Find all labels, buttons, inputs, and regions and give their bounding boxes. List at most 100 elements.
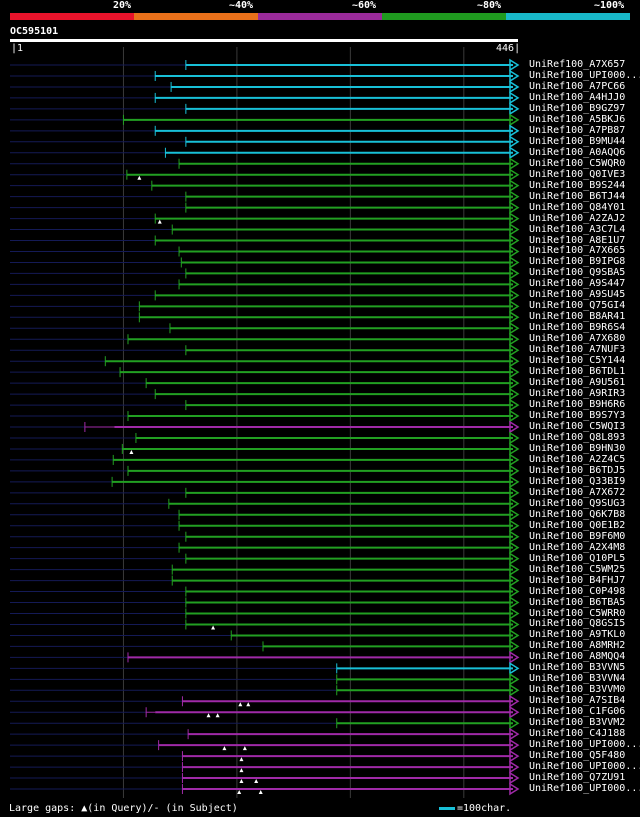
hit-label[interactable]: UniRef100_A7PB87 [529, 124, 626, 136]
hit-arrow-icon [509, 256, 520, 269]
hit-label[interactable]: UniRef100_A9U561 [529, 377, 626, 389]
hit-label[interactable]: UniRef100_C5WRR0 [529, 607, 626, 619]
hit-arrow-icon [509, 343, 520, 357]
hit-label[interactable]: UniRef100_A3C7L4 [529, 223, 626, 235]
hit-arrow-icon [509, 289, 520, 302]
hit-label[interactable]: UniRef100_B4FHJ7 [529, 574, 626, 586]
hit-label[interactable]: UniRef100_A2X4M8 [529, 541, 626, 553]
hit-label[interactable]: UniRef100_B3VVM0 [529, 684, 626, 696]
hit-label[interactable]: UniRef100_Q0IVE3 [529, 168, 626, 180]
hit-label[interactable]: UniRef100_A7X672 [529, 486, 626, 498]
hit-arrow-icon [509, 661, 520, 675]
hit-label[interactable]: UniRef100_B9GZ97 [529, 102, 626, 114]
hit-label[interactable]: UniRef100_Q75GI4 [529, 300, 626, 312]
hit-arrow-icon [509, 530, 520, 544]
hit-label[interactable]: UniRef100_Q6K7B8 [529, 508, 626, 520]
hit-arrow-icon [509, 607, 520, 620]
hit-arrow-icon [509, 738, 520, 752]
hit-label[interactable]: UniRef100_Q5F480 [529, 750, 626, 762]
hit-label[interactable]: UniRef100_B6TDJ5 [529, 464, 626, 476]
hit-label[interactable]: UniRef100_B6TBA5 [529, 596, 626, 608]
hit-label[interactable]: UniRef100_B8AR41 [529, 311, 626, 323]
hit-label[interactable]: UniRef100_A0AQQ6 [529, 146, 626, 158]
query-gap-marker-icon [211, 625, 216, 630]
gaps-subject-text: - (in Subject) [153, 803, 238, 814]
hit-label[interactable]: UniRef100_Q7ZU91 [529, 772, 626, 784]
hit-label[interactable]: UniRef100_Q9SBA5 [529, 267, 626, 279]
hit-label[interactable]: UniRef100_Q8GSI5 [529, 618, 626, 630]
hit-arrow-icon [509, 453, 520, 467]
hit-arrow-icon [509, 508, 520, 522]
hit-label[interactable]: UniRef100_B3VVN5 [529, 662, 626, 674]
hit-label[interactable]: UniRef100_B3VVN4 [529, 673, 626, 685]
hit-label[interactable]: UniRef100_B6TDL1 [529, 366, 626, 378]
hit-label[interactable]: UniRef100_A4HJJ0 [529, 91, 626, 103]
hit-label[interactable]: UniRef100_A7X657 [529, 59, 626, 70]
hit-arrow-icon [509, 552, 520, 566]
query-gap-marker-icon [239, 757, 244, 762]
hit-label[interactable]: UniRef100_UPI000... [529, 739, 640, 751]
hit-arrow-icon [509, 683, 520, 697]
hit-arrow-icon [509, 464, 520, 478]
hit-label[interactable]: UniRef100_A9TKL0 [529, 629, 626, 641]
hit-label[interactable]: UniRef100_C5Y144 [529, 355, 626, 367]
hit-label[interactable]: UniRef100_A7X680 [529, 333, 626, 345]
hit-label[interactable]: UniRef100_B3VVM2 [529, 717, 626, 729]
hit-label[interactable]: UniRef100_A8MRH2 [529, 640, 626, 652]
hit-arrow-icon [509, 113, 520, 127]
hit-arrow-icon [509, 146, 520, 160]
hit-label[interactable]: UniRef100_A7PC66 [529, 80, 626, 92]
query-gap-marker-icon [239, 779, 244, 784]
hit-label[interactable]: UniRef100_A9SU45 [529, 289, 626, 301]
hit-label[interactable]: UniRef100_B9R6S4 [529, 322, 626, 334]
hit-arrow-icon [509, 278, 520, 291]
query-gap-marker-icon [215, 713, 220, 718]
hit-label[interactable]: UniRef100_A9S447 [529, 278, 626, 290]
hit-label[interactable]: UniRef100_Q9SUG3 [529, 497, 626, 509]
hit-label[interactable]: UniRef100_Q0E1B2 [529, 519, 626, 531]
hit-label[interactable]: UniRef100_B9H6R6 [529, 399, 626, 411]
scale-end-label: 446| [496, 43, 521, 54]
hit-label[interactable]: UniRef100_B9F6M0 [529, 530, 626, 542]
hit-arrow-icon [509, 705, 520, 719]
hit-arrow-icon [509, 168, 520, 182]
hit-arrow-icon [509, 201, 520, 214]
hit-label[interactable]: UniRef100_A2Z4C5 [529, 453, 626, 465]
hit-label[interactable]: UniRef100_B9HN30 [529, 442, 626, 454]
hit-label[interactable]: UniRef100_B9IPG8 [529, 256, 626, 268]
hit-label[interactable]: UniRef100_B6TJ44 [529, 190, 626, 202]
query-gap-marker-icon [206, 713, 211, 718]
hit-label[interactable]: UniRef100_A2ZAJ2 [529, 212, 626, 224]
hit-label[interactable]: UniRef100_UPI000... [529, 783, 640, 795]
hit-arrow-icon [509, 179, 520, 193]
hit-arrow-icon [509, 771, 520, 785]
hit-label[interactable]: UniRef100_B9MU44 [529, 135, 626, 147]
hit-label[interactable]: UniRef100_A8E1U7 [529, 234, 626, 246]
hit-label[interactable]: UniRef100_A9RIR3 [529, 388, 626, 400]
hit-label[interactable]: UniRef100_C1FG06 [529, 706, 626, 718]
hit-label[interactable]: UniRef100_UPI000... [529, 69, 640, 81]
hit-label[interactable]: UniRef100_C5WQR0 [529, 157, 626, 169]
hit-label[interactable]: UniRef100_Q33BI9 [529, 475, 626, 487]
hit-label[interactable]: UniRef100_UPI000... [529, 761, 640, 773]
hit-label[interactable]: UniRef100_Q10PL5 [529, 552, 626, 564]
hit-arrow-icon [509, 519, 520, 533]
query-bar [10, 39, 518, 42]
hit-label[interactable]: UniRef100_Q84Y01 [529, 201, 626, 213]
hit-label[interactable]: UniRef100_A7SIB4 [529, 695, 626, 707]
hit-label[interactable]: UniRef100_C0P498 [529, 585, 626, 597]
hit-label[interactable]: UniRef100_A8MQQ4 [529, 651, 626, 663]
hit-label[interactable]: UniRef100_B9S244 [529, 179, 626, 191]
query-gap-marker-icon [157, 219, 162, 224]
hit-label[interactable]: UniRef100_C4J188 [529, 728, 626, 740]
hit-label[interactable]: UniRef100_A7X665 [529, 245, 626, 257]
hit-label[interactable]: UniRef100_C5WQI3 [529, 421, 626, 432]
hit-label[interactable]: UniRef100_C5WM25 [529, 563, 626, 575]
hit-label[interactable]: UniRef100_B9S7Y3 [529, 410, 626, 422]
hit-arrow-icon [509, 574, 520, 587]
hit-arrow-icon [509, 299, 520, 313]
hit-label[interactable]: UniRef100_A7NUF3 [529, 344, 626, 356]
hit-label[interactable]: UniRef100_Q8L893 [529, 431, 626, 443]
hit-arrow-icon [509, 563, 520, 576]
hit-label[interactable]: UniRef100_A5BKJ6 [529, 113, 626, 125]
